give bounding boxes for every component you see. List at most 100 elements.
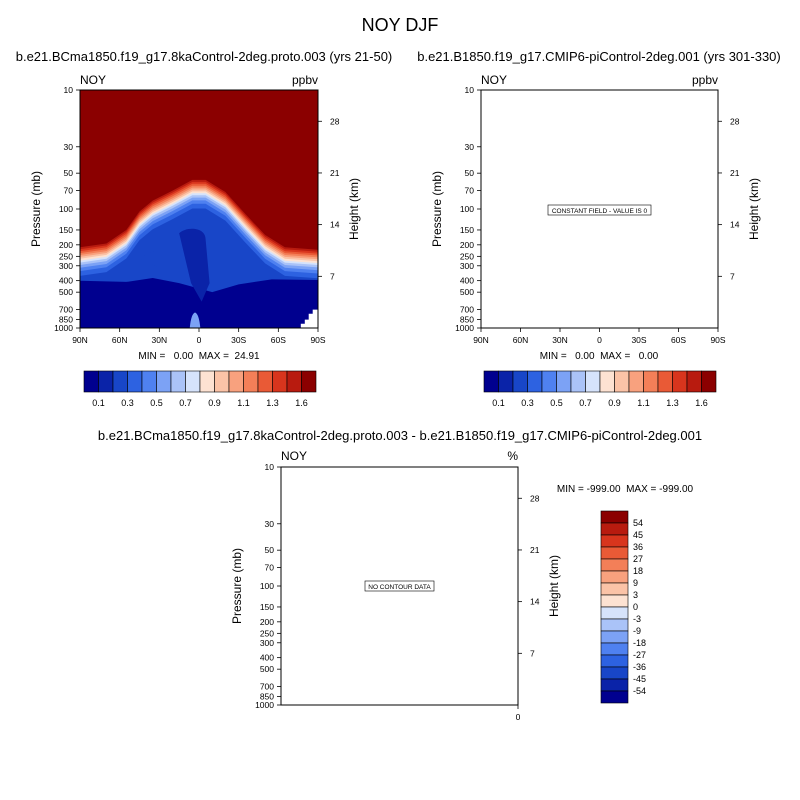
- colorbar-box: [600, 546, 629, 560]
- x-tick-label: 60N: [513, 335, 529, 345]
- y-tick-label: 250: [260, 628, 274, 638]
- colorbar-box: [228, 370, 244, 393]
- colorbar-label: 0.5: [150, 398, 163, 408]
- colorbar-label: 0.3: [521, 398, 534, 408]
- colorbar-box: [600, 594, 629, 608]
- x-tick-label: 60S: [271, 335, 286, 345]
- panel-difference-title: b.e21.BCma1850.f19_g17.8kaControl-2deg.p…: [98, 428, 702, 443]
- panel-right-axes: 1030507010015020025030040050070085010002…: [455, 85, 740, 345]
- colorbar-box: [657, 370, 673, 393]
- panel-left-variable: NOY: [80, 73, 106, 87]
- x-tick-label: 30N: [552, 335, 568, 345]
- y-right-tick-label: 28: [730, 116, 740, 126]
- colorbar-label: 0.9: [208, 398, 221, 408]
- colorbar-label: 27: [633, 554, 643, 564]
- panel-right-variable: NOY: [481, 73, 507, 87]
- panel-difference-axes: 1030507010015020025030040050070085010002…: [255, 462, 540, 722]
- colorbar-box: [301, 370, 317, 393]
- y-tick-label: 30: [64, 142, 74, 152]
- colorbar-label: -9: [633, 626, 641, 636]
- y-tick-label: 150: [460, 225, 474, 235]
- colorbar-box: [600, 510, 629, 524]
- colorbar-label: 45: [633, 530, 643, 540]
- panel-left-ylabel-right: Height (km): [347, 178, 361, 240]
- y-right-tick-label: 28: [530, 493, 540, 503]
- y-right-tick-label: 21: [730, 168, 740, 178]
- y-right-tick-label: 7: [530, 648, 535, 658]
- y-tick-label: 50: [465, 168, 475, 178]
- colorbar-label: 0.3: [121, 398, 134, 408]
- colorbar-box: [156, 370, 172, 393]
- colorbar-label: 1.3: [666, 398, 679, 408]
- panel-right: b.e21.B1850.f19_g17.CMIP6-piControl-2deg…: [417, 49, 781, 408]
- y-tick-label: 400: [59, 276, 73, 286]
- y-tick-label: 30: [465, 142, 475, 152]
- panel-left-title: b.e21.BCma1850.f19_g17.8kaControl-2deg.p…: [16, 49, 393, 64]
- y-tick-label: 200: [460, 240, 474, 250]
- colorbar-box: [585, 370, 601, 393]
- y-tick-label: 50: [64, 168, 74, 178]
- colorbar-label: 0.1: [492, 398, 505, 408]
- x-tick-label: 90N: [473, 335, 489, 345]
- panel-difference-annotation-box: [364, 580, 435, 592]
- panel-right-ylabel-right: Height (km): [747, 178, 761, 240]
- y-tick-label: 850: [460, 315, 474, 325]
- y-tick-label: 500: [260, 664, 274, 674]
- y-tick-label: 70: [64, 186, 74, 196]
- colorbar-box: [600, 534, 629, 548]
- colorbar-box: [701, 370, 717, 393]
- panel-right-annotation: CONSTANT FIELD - VALUE IS 0: [552, 208, 648, 215]
- y-tick-label: 70: [265, 563, 275, 573]
- panel-left-field: [80, 90, 318, 328]
- y-tick-label: 10: [465, 85, 475, 95]
- contour-band-lower: [80, 277, 318, 328]
- x-tick-label: 0: [597, 335, 602, 345]
- colorbar-label: -45: [633, 674, 646, 684]
- panel-difference-colorbar: 54 45 36 27 18 9 3 0 -3 -9 -18 -27 -36 -45 -54: [600, 510, 646, 704]
- panel-left-units: ppbv: [292, 73, 318, 87]
- colorbar-box: [199, 370, 215, 393]
- colorbar-label: 1.6: [695, 398, 708, 408]
- y-tick-label: 150: [260, 602, 274, 612]
- colorbar-box: [614, 370, 630, 393]
- colorbar-label: 0.7: [579, 398, 592, 408]
- colorbar-box: [672, 370, 688, 393]
- colorbar-box: [570, 370, 586, 393]
- x-tick-label: 60N: [112, 335, 128, 345]
- colorbar-box: [600, 606, 629, 620]
- colorbar-box: [628, 370, 644, 393]
- y-tick-label: 500: [460, 287, 474, 297]
- contour-patch: [139, 250, 173, 271]
- y-right-tick-label: 28: [330, 116, 340, 126]
- y-right-tick-label: 21: [330, 168, 340, 178]
- y-tick-label: 200: [260, 617, 274, 627]
- x-tick-label: 30S: [231, 335, 246, 345]
- colorbar-label: 1.6: [295, 398, 308, 408]
- colorbar-label: -36: [633, 662, 646, 672]
- panel-right-annotation-box: [547, 204, 652, 216]
- x-tick-label: 90S: [310, 335, 325, 345]
- panel-left-stats: MIN = 0.00 MAX = 24.91: [138, 351, 260, 362]
- colorbar-box: [127, 370, 143, 393]
- colorbar-label: 9: [633, 578, 638, 588]
- y-tick-label: 500: [59, 287, 73, 297]
- colorbar-box: [541, 370, 557, 393]
- x-tick-label: 0: [197, 335, 202, 345]
- y-tick-label: 100: [260, 581, 274, 591]
- y-tick-label: 700: [260, 682, 274, 692]
- y-tick-label: 30: [265, 519, 275, 529]
- contour-spot: [189, 312, 201, 328]
- colorbar-label: 0.1: [92, 398, 105, 408]
- colorbar-label: -3: [633, 614, 641, 624]
- figure-title: NOY DJF: [362, 15, 439, 35]
- y-tick-label: 70: [465, 186, 475, 196]
- colorbar-box: [214, 370, 230, 393]
- y-tick-label: 400: [460, 276, 474, 286]
- panel-difference-units: %: [507, 449, 518, 463]
- colorbar-box: [112, 370, 128, 393]
- colorbar-box: [483, 370, 499, 393]
- panel-right-ylabel: Pressure (mb): [430, 171, 444, 247]
- panel-right-units: ppbv: [692, 73, 718, 87]
- panel-right-title: b.e21.B1850.f19_g17.CMIP6-piControl-2deg…: [417, 49, 781, 64]
